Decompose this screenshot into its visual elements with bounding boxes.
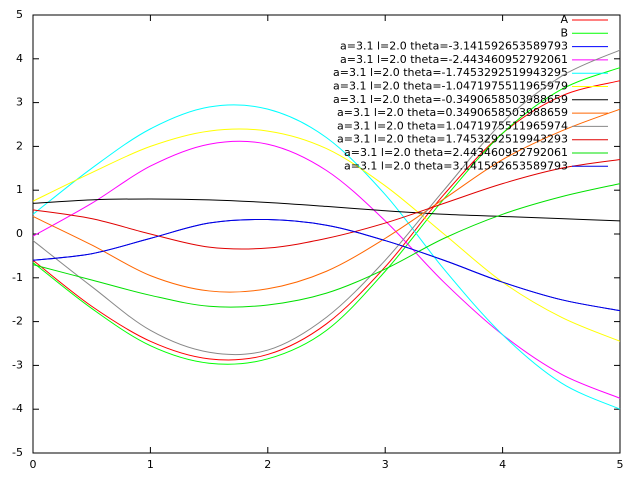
y-tick-label: 1: [16, 183, 23, 196]
series-line: [32, 80, 621, 361]
series-line: [32, 198, 621, 222]
legend-label: a=3.1 l=2.0 theta=-0.3490658503988659: [333, 93, 568, 106]
x-tick-label: 3: [382, 458, 389, 471]
y-tick-label: -1: [12, 271, 23, 284]
series-line: [32, 49, 621, 356]
y-tick-label: 4: [16, 52, 23, 65]
legend-label: B: [560, 26, 568, 39]
y-tick-label: 0: [16, 227, 23, 240]
legend-label: a=3.1 l=2.0 theta=-2.443460952792061: [340, 53, 568, 66]
y-tick-label: 3: [16, 96, 23, 109]
series-line: [32, 104, 621, 410]
series-line: [32, 67, 621, 365]
y-tick-label: -3: [12, 358, 23, 371]
legend-label: a=3.1 l=2.0 theta=2.443460952792061: [344, 146, 568, 159]
legend-label: a=3.1 l=2.0 theta=-3.141592653589793: [340, 40, 568, 53]
series-line: [32, 108, 621, 293]
legend-label: a=3.1 l=2.0 theta=1.7453292519943293: [337, 133, 568, 146]
legend-label: A: [560, 13, 568, 26]
series-line: [32, 159, 621, 250]
x-tick-label: 5: [617, 458, 624, 471]
legend-label: a=3.1 l=2.0 theta=-1.7453292519943295: [333, 66, 568, 79]
y-tick-label: -2: [12, 315, 23, 328]
y-tick-label: -4: [12, 402, 23, 415]
y-tick-label: -5: [12, 446, 23, 459]
x-tick-label: 1: [147, 458, 154, 471]
series-line: [32, 218, 621, 312]
x-tick-label: 2: [264, 458, 271, 471]
series-line: [32, 140, 621, 399]
x-tick-label: 4: [499, 458, 506, 471]
series-line: [32, 183, 621, 308]
series-line: [32, 128, 621, 342]
y-tick-label: 2: [16, 139, 23, 152]
legend-label: a=3.1 l=2.0 theta=0.3490658503988659: [337, 106, 568, 119]
series-line: [32, 218, 621, 312]
legend-label: a=3.1 l=2.0 theta=-1.0471975511965979: [333, 80, 568, 93]
y-tick-label: 5: [16, 8, 23, 21]
legend-label: a=3.1 l=2.0 theta=1.0471975511965974: [337, 119, 568, 132]
legend-label: a=3.1 l=2.0 theta=3.141592653589793: [344, 159, 568, 172]
x-tick-label: 0: [30, 458, 37, 471]
